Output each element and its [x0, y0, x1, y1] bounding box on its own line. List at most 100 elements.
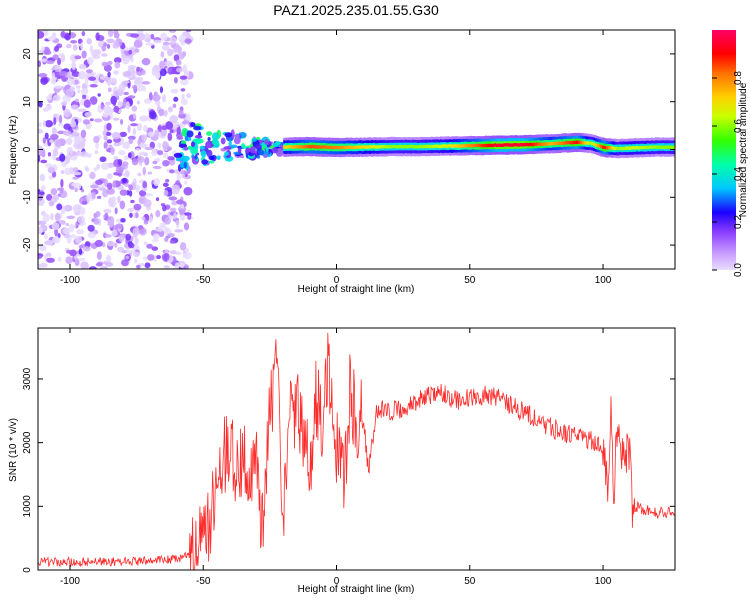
- ridge-cell: [421, 145, 424, 149]
- noise-blob: [82, 94, 87, 100]
- ridge-cell: [566, 140, 569, 145]
- noise-blob: [55, 139, 62, 148]
- ridge-cell: [389, 144, 392, 149]
- spectrogram-y-axis: -20 -10 0 10 20: [22, 48, 675, 252]
- noise-blob: [161, 125, 168, 130]
- noise-blob: [152, 160, 158, 165]
- noise-blob: [38, 30, 45, 39]
- ridge-cell: [311, 144, 314, 149]
- noise-blob: [167, 106, 173, 113]
- noise-blob: [46, 194, 53, 201]
- noise-blob: [93, 167, 98, 172]
- noise-blob: [114, 207, 118, 215]
- noise-blob: [54, 85, 62, 89]
- noise-blob: [161, 44, 170, 51]
- noise-blob: [127, 125, 131, 133]
- noise-blob: [173, 76, 178, 84]
- noise-blob: [82, 139, 86, 149]
- ridge-cell: [294, 145, 297, 149]
- spectrogram-x-tick-label: 100: [595, 275, 612, 286]
- noise-blob: [153, 39, 162, 44]
- noise-blob: [167, 132, 173, 141]
- noise-blob: [166, 146, 172, 151]
- noise-blob: [39, 262, 48, 268]
- ridge-cell: [285, 145, 288, 149]
- noise-blob: [142, 180, 148, 189]
- ridge-cell: [346, 145, 349, 150]
- snr-y-tick-label: 2000: [22, 431, 33, 454]
- noise-blob: [174, 229, 184, 233]
- noise-blob: [159, 60, 165, 69]
- noise-blob: [132, 127, 137, 135]
- noise-blob: [70, 39, 77, 44]
- noise-blob: [185, 30, 192, 33]
- noise-blob: [77, 89, 81, 94]
- ridge-cell: [542, 142, 545, 146]
- noise-blob: [122, 161, 129, 166]
- noise-blob: [168, 196, 178, 201]
- noise-blob: [120, 217, 126, 223]
- ridge-cell: [374, 145, 377, 149]
- noise-blob: [45, 163, 53, 168]
- noise-blob: [182, 251, 192, 260]
- noise-blob: [162, 152, 169, 159]
- noise-blob: [135, 147, 140, 151]
- noise-blob: [38, 188, 41, 193]
- snr-x-tick-label: 50: [464, 576, 476, 587]
- ridge-cell: [387, 145, 390, 149]
- noise-blob: [111, 131, 121, 140]
- noise-blob: [51, 222, 60, 230]
- noise-blob: [176, 173, 182, 182]
- noise-blob: [151, 239, 159, 243]
- noise-blob: [139, 143, 148, 149]
- snr-y-tick-label: 0: [22, 567, 33, 573]
- ridge-cell: [301, 145, 305, 149]
- ridge-cell: [583, 141, 586, 145]
- noise-blob: [97, 93, 101, 97]
- ridge-cell: [411, 144, 415, 149]
- ridge-cell: [342, 145, 346, 150]
- onset-blob: [216, 155, 221, 161]
- noise-blob: [119, 189, 128, 196]
- noise-blob: [145, 42, 155, 46]
- noise-blob: [121, 259, 129, 267]
- noise-blob: [87, 232, 96, 239]
- ridge-cell: [544, 142, 547, 146]
- ridge-cell: [615, 146, 618, 150]
- noise-blob: [135, 212, 139, 219]
- ridge-cell: [512, 143, 515, 147]
- noise-blob: [106, 122, 112, 131]
- onset-blob: [256, 155, 261, 159]
- noise-blob: [96, 163, 100, 170]
- ridge-cell: [477, 143, 480, 148]
- onset-blob: [201, 159, 209, 165]
- noise-blob: [128, 250, 136, 254]
- noise-blob: [113, 105, 120, 113]
- noise-blob: [78, 63, 87, 70]
- ridge-cell: [314, 145, 318, 149]
- ridge-cell: [585, 141, 588, 145]
- noise-blob: [44, 239, 54, 246]
- noise-blob: [125, 255, 130, 260]
- noise-blob: [78, 245, 84, 249]
- ridge-cell: [341, 145, 344, 149]
- ridge-cell: [309, 145, 312, 149]
- onset-blob: [176, 136, 184, 140]
- snr-panel: -100 -50 0 50 100 0 1000 2000 3000 Height of st…: [8, 327, 676, 595]
- colorbar-label: Normalized spectral amplitude: [738, 82, 749, 217]
- noise-blob: [65, 153, 72, 161]
- noise-blob: [71, 71, 81, 77]
- noise-blob: [87, 56, 94, 65]
- noise-blob: [138, 190, 147, 197]
- noise-blob: [66, 215, 76, 219]
- colorbar-tick-label: 0.8: [733, 71, 744, 85]
- onset-blob: [206, 131, 213, 136]
- noise-blob: [80, 129, 87, 139]
- noise-blob: [118, 83, 126, 92]
- noise-blob: [152, 233, 160, 240]
- noise-blob: [134, 76, 144, 82]
- noise-blob: [39, 245, 46, 251]
- noise-blob: [106, 188, 115, 195]
- ridge-cell: [464, 144, 467, 148]
- noise-blob: [78, 257, 86, 262]
